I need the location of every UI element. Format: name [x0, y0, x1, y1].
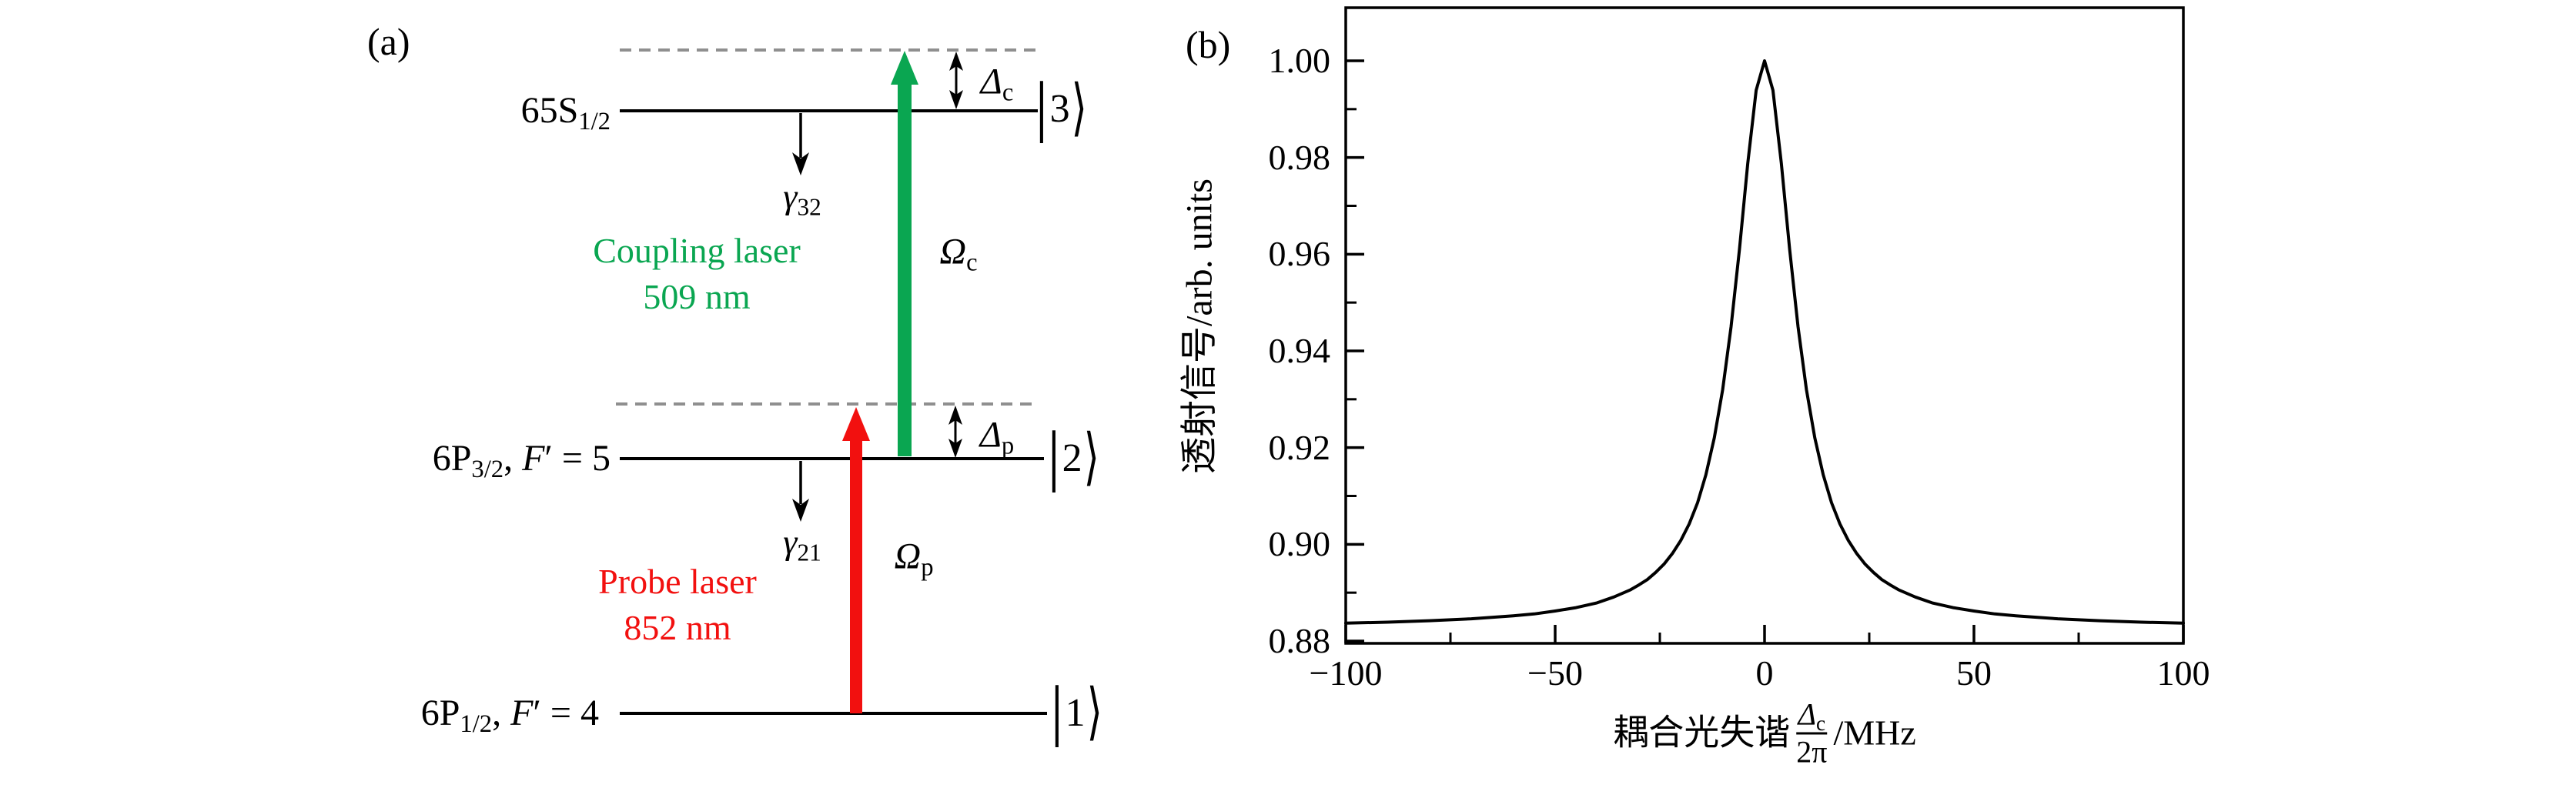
transmission-plot — [1344, 6, 2185, 645]
omega-p-label: Ωp — [894, 536, 934, 582]
y-tick-label: 0.96 — [1268, 234, 1331, 274]
level1-term-label: 6P1/2, F′ = 4 — [420, 693, 599, 739]
level2-term-label: 6P3/2, F′ = 5 — [432, 438, 611, 484]
x-axis-label: 耦合光失谐 Δc 2π /MHz — [1613, 696, 1916, 770]
gamma21-label: γ21 — [783, 522, 821, 566]
level3-term-label: 65S1/2 — [520, 90, 611, 136]
ket-state3: | 3 ⟩ — [1035, 72, 1087, 145]
y-tick-label: 0.90 — [1268, 524, 1331, 564]
x-tick-label: 50 — [1956, 653, 1992, 693]
x-tick-label: 100 — [2156, 653, 2210, 693]
delta-c-label: Δc — [980, 61, 1014, 107]
gamma32-label: γ32 — [783, 176, 821, 221]
detuning-arrow-delta-c — [949, 52, 963, 109]
panel-a-label: (a) — [367, 20, 410, 63]
coupling-laser-arrow — [891, 51, 918, 456]
x-tick-label: −100 — [1309, 653, 1383, 693]
decay-arrow-gamma32 — [792, 113, 809, 175]
detuning-arrow-delta-p — [948, 406, 962, 458]
delta-over-2pi-fraction: Δc 2π — [1796, 696, 1828, 770]
y-tick-label: 0.88 — [1268, 621, 1331, 660]
y-tick-label: 1.00 — [1268, 41, 1331, 80]
plot-box — [1344, 6, 2185, 645]
y-tick-label: 0.98 — [1268, 137, 1331, 177]
x-tick-label: −50 — [1527, 653, 1583, 693]
omega-c-label: Ωc — [939, 231, 978, 277]
y-tick-label: 0.94 — [1268, 331, 1331, 370]
delta-p-label: Δp — [979, 414, 1015, 460]
x-tick-label: 0 — [1755, 653, 1774, 693]
y-tick-label: 0.92 — [1268, 427, 1331, 467]
probe-laser-label: Probe laser 852 nm — [598, 562, 757, 647]
ket-state2: | 2 ⟩ — [1047, 422, 1099, 494]
panel-b-label: (b) — [1186, 23, 1231, 66]
probe-laser-arrow — [842, 407, 870, 713]
ket-state1: | 1 ⟩ — [1050, 676, 1102, 749]
coupling-laser-label: Coupling laser 509 nm — [593, 231, 801, 316]
transmission-curve — [1344, 59, 2185, 625]
decay-arrow-gamma21 — [792, 461, 809, 522]
